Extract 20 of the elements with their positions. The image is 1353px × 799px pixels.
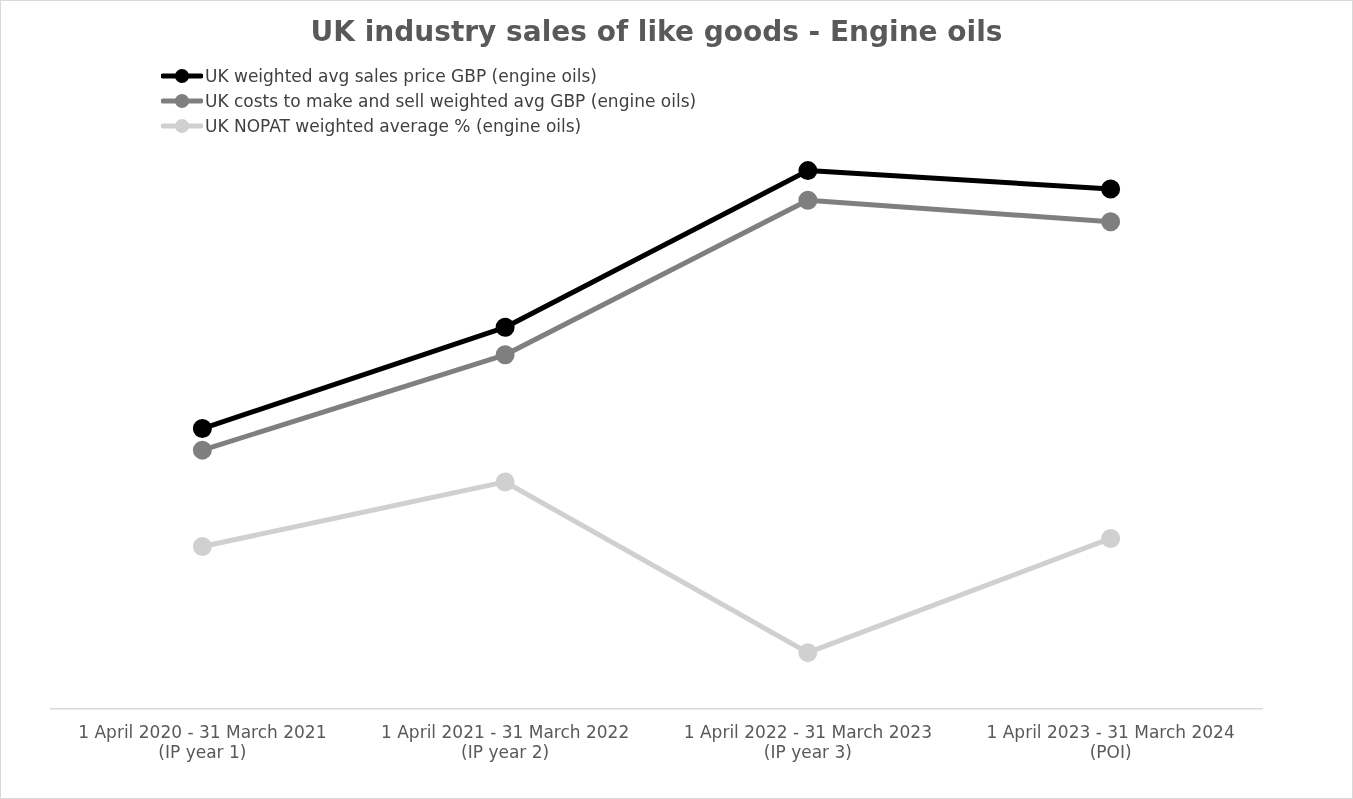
point xyxy=(1101,179,1121,199)
legend-label: UK costs to make and sell weighted avg GBP (engine oils) xyxy=(205,90,697,111)
point xyxy=(1101,528,1121,548)
chart-title: UK industry sales of like goods - Engine oils xyxy=(310,15,1003,49)
point xyxy=(798,190,818,210)
point xyxy=(798,643,818,663)
x-tick-label: 1 April 2021 - 31 March 2022 (IP year 2) xyxy=(381,721,630,763)
x-tick-label: 1 April 2023 - 31 March 2024 (POI) xyxy=(986,721,1235,763)
point xyxy=(192,419,212,439)
point xyxy=(495,345,515,365)
point xyxy=(1101,212,1121,232)
point xyxy=(495,472,515,492)
point xyxy=(798,161,818,181)
legend-label: UK weighted avg sales price GBP (engine oils) xyxy=(205,65,597,86)
x-tick-label: 1 April 2020 - 31 March 2021 (IP year 1) xyxy=(78,721,327,763)
x-tick-label: 1 April 2022 - 31 March 2023 (IP year 3) xyxy=(683,721,932,763)
legend-label: UK NOPAT weighted average % (engine oils) xyxy=(205,115,582,136)
point xyxy=(495,317,515,337)
point xyxy=(192,537,212,557)
point xyxy=(192,440,212,460)
